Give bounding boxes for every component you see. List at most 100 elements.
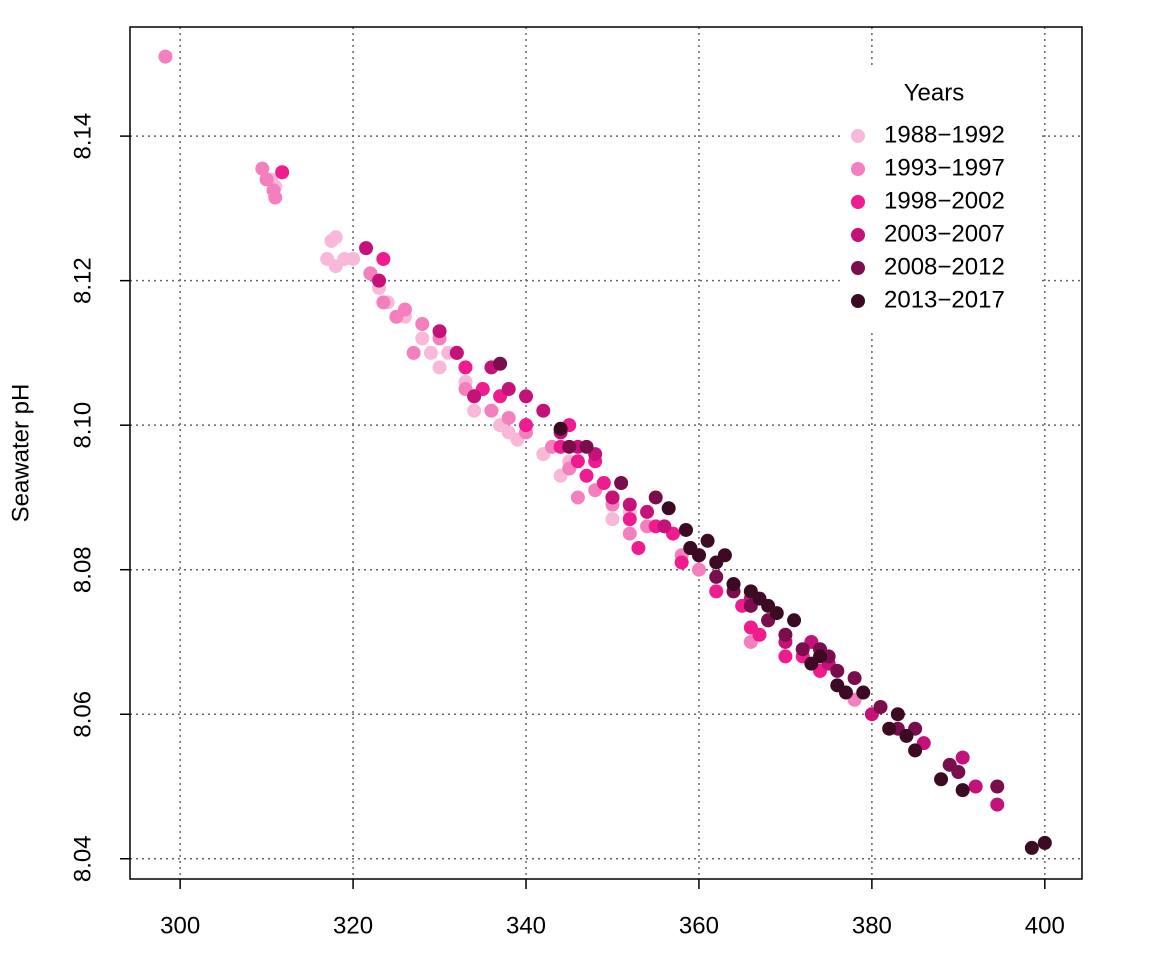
point	[406, 345, 421, 360]
point	[614, 475, 629, 490]
point	[622, 526, 637, 541]
point	[968, 779, 983, 794]
point	[423, 345, 438, 360]
point	[359, 241, 374, 256]
point	[605, 512, 620, 527]
point	[158, 49, 173, 64]
legend-label: 2013−2017	[884, 286, 1005, 313]
point	[553, 421, 568, 436]
point	[1024, 840, 1039, 855]
point	[856, 685, 871, 700]
legend-title: Years	[904, 79, 965, 106]
point	[648, 490, 663, 505]
point	[769, 606, 784, 621]
point	[691, 548, 706, 563]
point	[519, 389, 534, 404]
point	[787, 613, 802, 628]
point	[631, 541, 646, 556]
y-tick-label: 8.06	[69, 691, 96, 738]
legend-marker	[851, 129, 865, 143]
point	[376, 251, 391, 266]
point	[990, 797, 1005, 812]
point	[536, 403, 551, 418]
x-tick-label: 380	[852, 912, 892, 939]
legend-marker	[851, 228, 865, 242]
point	[830, 663, 845, 678]
point	[467, 403, 482, 418]
point	[890, 707, 905, 722]
legend-marker	[851, 162, 865, 176]
point	[562, 439, 577, 454]
point	[376, 295, 391, 310]
point	[955, 783, 970, 798]
point	[484, 403, 499, 418]
point	[275, 165, 290, 180]
y-axis-label: Seawater pH	[7, 384, 34, 523]
point	[579, 468, 594, 483]
plot-frame	[129, 26, 1083, 880]
point	[908, 743, 923, 758]
x-tick-label: 300	[160, 912, 200, 939]
point	[700, 533, 715, 548]
point	[579, 439, 594, 454]
point	[1037, 835, 1052, 850]
x-tick-label: 360	[679, 912, 719, 939]
point	[934, 772, 949, 787]
y-tick-label: 8.14	[69, 113, 96, 160]
point	[372, 273, 387, 288]
point	[899, 728, 914, 743]
point	[501, 410, 516, 425]
point	[268, 190, 283, 205]
point	[622, 497, 637, 512]
point	[432, 360, 447, 375]
point	[691, 562, 706, 577]
point	[661, 501, 676, 516]
legend-label: 2008−2012	[884, 253, 1005, 280]
point	[458, 360, 473, 375]
point	[328, 230, 343, 245]
legend-label: 2003−2007	[884, 220, 1005, 247]
y-tick-label: 8.10	[69, 402, 96, 449]
point	[838, 685, 853, 700]
legend-label: 1998−2002	[884, 187, 1005, 214]
point	[847, 671, 862, 686]
point	[709, 584, 724, 599]
point	[717, 548, 732, 563]
legend-marker	[851, 195, 865, 209]
y-tick-label: 8.08	[69, 546, 96, 593]
point	[778, 649, 793, 664]
y-tick-label: 8.04	[69, 835, 96, 882]
point	[397, 302, 412, 317]
x-tick-label: 340	[506, 912, 546, 939]
point	[415, 317, 430, 332]
point	[882, 721, 897, 736]
point	[493, 356, 508, 371]
y-tick-label: 8.12	[69, 257, 96, 304]
point	[990, 779, 1005, 794]
legend-label: 1993−1997	[884, 154, 1005, 181]
point	[501, 382, 516, 397]
point	[570, 454, 585, 469]
point	[432, 324, 447, 339]
point	[674, 555, 689, 570]
point	[346, 251, 361, 266]
point	[709, 569, 724, 584]
x-tick-label: 320	[333, 912, 373, 939]
point	[255, 161, 270, 176]
point	[605, 490, 620, 505]
legend-background	[842, 68, 1042, 330]
legend-marker	[851, 294, 865, 308]
point	[640, 504, 655, 519]
point	[726, 577, 741, 592]
point	[570, 490, 585, 505]
point	[259, 172, 274, 187]
point	[467, 389, 482, 404]
legend-marker	[851, 261, 865, 275]
point	[795, 642, 810, 657]
point	[519, 418, 534, 433]
point	[813, 649, 828, 664]
point	[449, 345, 464, 360]
point	[873, 700, 888, 715]
point	[596, 475, 611, 490]
